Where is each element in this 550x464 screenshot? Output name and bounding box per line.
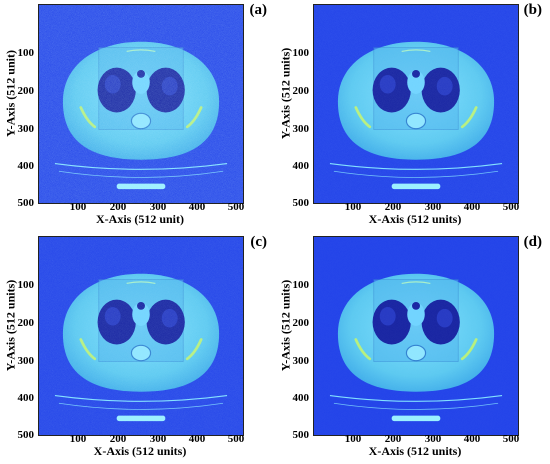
ct-scan-image [314, 237, 518, 435]
y-tick: 200 [17, 317, 35, 329]
y-tick: 100 [17, 279, 35, 291]
x-tick: 200 [109, 201, 127, 213]
x-tick: 300 [149, 433, 167, 445]
y-tick: 500 [17, 197, 35, 209]
y-tick: 300 [17, 123, 35, 135]
y-tick: 200 [17, 85, 35, 97]
panel-letter: (b) [523, 2, 542, 18]
ct-image-frame [38, 4, 244, 204]
ct-scan-image [39, 5, 243, 203]
ct-scan-image [314, 5, 518, 203]
x-tick: 100 [69, 201, 87, 213]
y-tick: 100 [292, 47, 310, 59]
panel-d: (d) Y-Axis (512 units) 100 200 300 400 5… [275, 232, 550, 464]
y-tick: 500 [292, 429, 310, 441]
ct-image-frame [313, 236, 519, 436]
x-tick: 500 [227, 433, 245, 445]
y-tick: 400 [17, 160, 35, 172]
panel-a: (a) Y-Axis (512 unit) 100 200 300 400 50… [0, 0, 275, 232]
x-tick: 100 [69, 433, 87, 445]
x-axis-label: X-Axis (512 units) [93, 444, 187, 458]
x-tick: 300 [149, 201, 167, 213]
y-tick: 100 [292, 279, 310, 291]
x-tick: 100 [344, 201, 362, 213]
x-axis-label: X-Axis (512 units) [368, 444, 462, 458]
ct-image-frame [313, 4, 519, 204]
y-tick: 400 [17, 392, 35, 404]
panel-letter: (c) [250, 234, 267, 250]
x-axis-label: X-Axis (512 units) [368, 212, 462, 226]
y-tick: 500 [17, 429, 35, 441]
y-tick: 500 [292, 197, 310, 209]
x-tick: 400 [463, 433, 481, 445]
x-tick: 400 [188, 201, 206, 213]
y-tick: 300 [292, 123, 310, 135]
panel-letter: (d) [523, 234, 542, 250]
y-tick: 400 [292, 392, 310, 404]
panel-c: (c) Y-Axis (512 units) 100 200 300 400 5… [0, 232, 275, 464]
x-tick: 300 [424, 433, 442, 445]
x-tick: 100 [344, 433, 362, 445]
y-tick: 100 [17, 47, 35, 59]
x-tick: 300 [424, 201, 442, 213]
x-axis-label: X-Axis (512 unit) [95, 212, 184, 226]
y-tick: 200 [292, 85, 310, 97]
x-tick: 500 [227, 201, 245, 213]
x-tick: 200 [109, 433, 127, 445]
ct-image-frame [38, 236, 244, 436]
x-tick: 400 [188, 433, 206, 445]
x-tick: 200 [384, 433, 402, 445]
x-tick: 400 [463, 201, 481, 213]
y-tick: 400 [292, 160, 310, 172]
x-tick: 500 [502, 201, 520, 213]
y-tick: 300 [292, 355, 310, 367]
ct-scan-image [39, 237, 243, 435]
panel-b: (b) Y-Axis (512 units) 100 200 300 400 5… [275, 0, 550, 232]
y-tick: 200 [292, 317, 310, 329]
y-tick: 300 [17, 355, 35, 367]
x-tick: 500 [502, 433, 520, 445]
x-tick: 200 [384, 201, 402, 213]
panel-letter: (a) [249, 2, 268, 18]
